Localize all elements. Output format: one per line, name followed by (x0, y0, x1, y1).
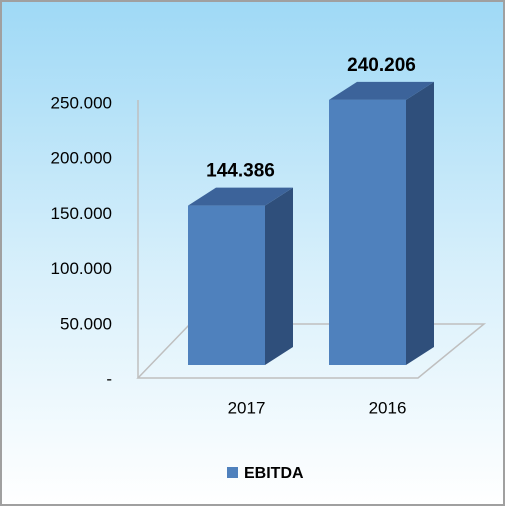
y-tick-label: - (106, 369, 112, 388)
bar-side (265, 187, 293, 365)
bar-top (329, 81, 434, 100)
legend-swatch (227, 467, 238, 478)
bar-top (188, 187, 293, 206)
y-tick-label: 50.000 (60, 314, 112, 333)
y-tick-label: 250.000 (51, 93, 112, 112)
y-tick-label: 200.000 (51, 149, 112, 168)
bar (329, 99, 406, 366)
floor (136, 323, 487, 379)
x-tick-label: 2017 (228, 398, 266, 417)
legend-label: EBITDA (244, 465, 304, 482)
x-tick-label: 2016 (369, 398, 407, 417)
bar-side (406, 81, 434, 366)
y-tick-label: 100.000 (51, 259, 112, 278)
y-tick-label: 150.000 (51, 204, 112, 223)
bar (188, 205, 265, 365)
value-label: 144.386 (206, 161, 275, 182)
value-label: 240.206 (347, 55, 416, 76)
